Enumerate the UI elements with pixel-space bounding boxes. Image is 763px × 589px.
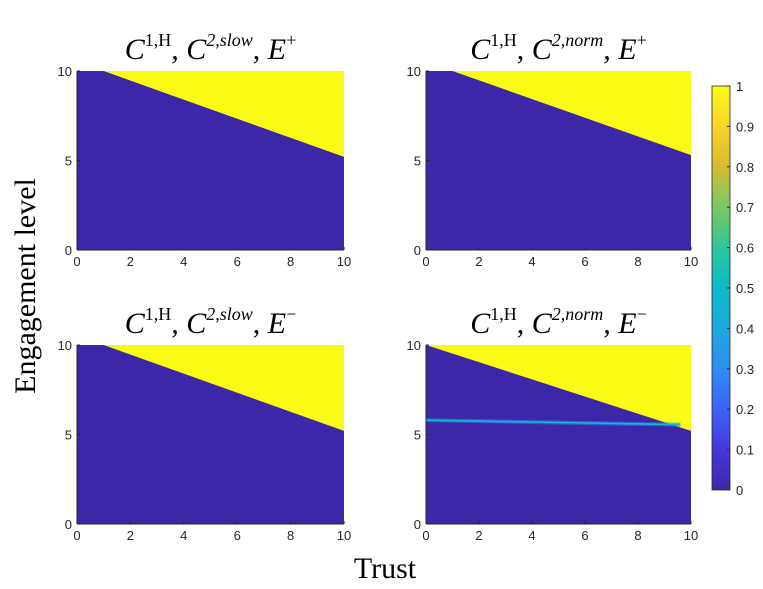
x-tick-label: 6 — [234, 528, 241, 543]
y-tick-label: 0 — [65, 517, 72, 532]
colorbar-tick-label: 0.5 — [736, 281, 754, 296]
y-tick-label: 0 — [65, 243, 72, 258]
x-tick-label: 4 — [528, 528, 535, 543]
panel-title: C1,H, C2,norm, E− — [470, 304, 647, 340]
heatmap-panel-2: 0 2 4 6 8 10 0 5 10 C1,H, C2,norm, E+ — [407, 30, 699, 269]
y-tick-label: 10 — [407, 64, 421, 79]
colorbar: 0 0.1 0.2 0.3 0.4 0.5 0.6 0.7 0.8 0.9 1 — [711, 79, 754, 498]
colorbar-tick-label: 0.7 — [736, 200, 754, 215]
x-tick-label: 10 — [684, 254, 698, 269]
x-tick-label: 2 — [127, 528, 134, 543]
transition-band-core — [425, 419, 681, 426]
panel-title: C1,H, C2,slow, E− — [125, 304, 297, 340]
colorbar-tick-label: 1 — [736, 79, 743, 94]
colorbar-tick-label: 0.9 — [736, 119, 754, 134]
heatmap-panel-3: 0 2 4 6 8 10 0 5 10 C1,H, C2,slow, E− — [58, 304, 352, 543]
y-tick-label: 10 — [58, 64, 72, 79]
y-tick-label: 5 — [65, 154, 72, 169]
panel-title: C1,H, C2,norm, E+ — [470, 30, 647, 66]
colorbar-tick-label: 0.4 — [736, 321, 754, 336]
x-tick-label: 0 — [422, 528, 429, 543]
colorbar-tick-label: 0.8 — [736, 160, 754, 175]
x-tick-label: 10 — [684, 528, 698, 543]
colorbar-tick-label: 0.6 — [736, 241, 754, 256]
x-tick-label: 0 — [73, 528, 80, 543]
x-tick-label: 8 — [287, 528, 294, 543]
x-tick-label: 10 — [337, 254, 351, 269]
y-tick-label: 5 — [414, 428, 421, 443]
colorbar-tick-label: 0 — [736, 483, 743, 498]
y-tick-label: 0 — [414, 517, 421, 532]
x-tick-label: 4 — [180, 528, 187, 543]
x-tick-label: 0 — [422, 254, 429, 269]
x-axis-label: Trust — [354, 552, 417, 585]
x-tick-label: 8 — [634, 254, 641, 269]
x-tick-label: 2 — [127, 254, 134, 269]
x-tick-label: 0 — [73, 254, 80, 269]
heatmap-panel-1: 0 2 4 6 8 10 0 5 10 C1,H, C2,slow, E+ — [58, 30, 352, 269]
x-tick-label: 4 — [528, 254, 535, 269]
colorbar-tick-label: 0.3 — [736, 362, 754, 377]
x-tick-label: 4 — [180, 254, 187, 269]
colorbar-tick-label: 0.2 — [736, 402, 754, 417]
y-tick-label: 10 — [58, 338, 72, 353]
x-tick-label: 8 — [287, 254, 294, 269]
heatmap-panel-4: 0 2 4 6 8 10 0 5 10 C1,H, C2,norm, E− — [407, 304, 699, 543]
x-tick-label: 2 — [475, 528, 482, 543]
region-high — [452, 71, 691, 156]
y-tick-label: 5 — [414, 154, 421, 169]
colorbar-tick-label: 0.1 — [736, 443, 754, 458]
y-axis-label: Engagement level — [9, 178, 42, 394]
y-tick-label: 5 — [65, 428, 72, 443]
y-tick-label: 10 — [407, 338, 421, 353]
region-high — [426, 345, 691, 431]
x-tick-label: 2 — [475, 254, 482, 269]
x-tick-label: 8 — [634, 528, 641, 543]
x-tick-label: 6 — [581, 528, 588, 543]
panel-title: C1,H, C2,slow, E+ — [125, 30, 297, 66]
y-tick-label: 0 — [414, 243, 421, 258]
x-tick-label: 6 — [581, 254, 588, 269]
region-high — [103, 71, 344, 157]
x-tick-label: 10 — [337, 528, 351, 543]
x-tick-label: 6 — [234, 254, 241, 269]
region-high — [103, 345, 344, 431]
